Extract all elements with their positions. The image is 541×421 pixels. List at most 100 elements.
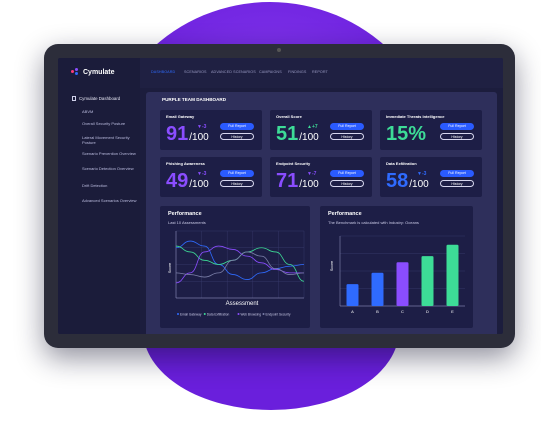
bar-chart: A B C D E Score xyxy=(329,235,465,314)
legend-swatch xyxy=(203,313,206,315)
score-suffix: /100 xyxy=(189,132,209,143)
trend-down-icon: ▼ xyxy=(197,171,202,177)
score-card-endpoint-security: Endpoint Security 71/100 ▼-7 Full Report… xyxy=(270,157,372,197)
trend-down-icon: ▼ xyxy=(417,171,422,177)
sidebar-item-abvm[interactable]: ABVM xyxy=(82,109,94,114)
score-card-data-exfiltration: Data Exfiltration 58/100 ▼-3 Full Report… xyxy=(380,157,482,197)
score-number: 71 xyxy=(276,170,299,192)
legend-label: Data Exfiltration xyxy=(207,312,230,316)
chart-subtitle: Last 10 Assessments xyxy=(168,220,206,225)
full-report-button[interactable]: Full Report xyxy=(330,123,364,130)
x-tick-label: B xyxy=(376,309,379,314)
score-value: 15% xyxy=(386,124,426,144)
sidebar-item-scenario-detection[interactable]: Scenario Detection Overview xyxy=(82,166,134,171)
score-delta: ▲+7 xyxy=(307,124,318,130)
sidebar-item-advanced-scenarios[interactable]: Advanced Scenarios Overview xyxy=(82,198,137,203)
logo-icon xyxy=(71,68,79,76)
tablet-frame: Cymulate Cymulate Dashboard ABVM Overall… xyxy=(44,44,515,348)
legend-swatch xyxy=(237,313,240,315)
score-number: 58 xyxy=(386,170,409,192)
y-axis-label: Score xyxy=(167,262,172,273)
score-suffix: /100 xyxy=(409,179,429,190)
sidebar-item-drift-detection[interactable]: Drift Detection xyxy=(82,183,108,188)
x-axis-label: Assessment xyxy=(226,301,259,307)
score-number: 49 xyxy=(166,170,189,192)
score-number: 15% xyxy=(386,123,427,145)
history-button[interactable]: History xyxy=(440,133,474,140)
legend-label: Endpoint Security xyxy=(266,312,291,316)
history-button[interactable]: History xyxy=(330,133,364,140)
card-title: Data Exfiltration xyxy=(386,161,417,166)
score-value: 51/100 xyxy=(276,124,319,144)
trend-down-icon: ▼ xyxy=(197,124,202,130)
score-value: 91/100 xyxy=(166,124,209,144)
full-report-button[interactable]: Full Report xyxy=(220,170,254,177)
full-report-button[interactable]: Full Report xyxy=(440,123,474,130)
series-line-endpoint-security xyxy=(175,251,305,278)
full-report-button[interactable]: Full Report xyxy=(220,123,254,130)
full-report-button[interactable]: Full Report xyxy=(440,170,474,177)
score-suffix: /100 xyxy=(189,179,209,190)
sidebar: Cymulate Cymulate Dashboard ABVM Overall… xyxy=(58,58,140,334)
score-suffix: /100 xyxy=(299,132,319,143)
legend-label: Web Browsing xyxy=(241,312,262,316)
x-tick-label: A xyxy=(351,309,354,314)
full-report-button[interactable]: Full Report xyxy=(330,170,364,177)
sidebar-item-lateral-movement[interactable]: Lateral Movement Security Posture xyxy=(82,135,130,145)
score-value: 71/100 xyxy=(276,171,319,191)
tab-findings[interactable]: FINDINGS xyxy=(288,70,307,74)
bar-chart-card: Performance The Benchmark is calculated … xyxy=(320,206,473,328)
chart-title: Performance xyxy=(168,211,202,217)
history-button[interactable]: History xyxy=(440,180,474,187)
tab-dashboard[interactable]: DASHBOARD xyxy=(151,70,176,74)
history-button[interactable]: History xyxy=(330,180,364,187)
trend-down-icon: ▼ xyxy=(307,171,312,177)
x-tick-label: C xyxy=(401,309,404,314)
card-title: Immediate Threats Intelligence xyxy=(386,114,445,119)
card-title: Phishing Awareness xyxy=(166,161,205,166)
score-card-overall-score: Overall Score 51/100 ▲+7 Full Report His… xyxy=(270,110,372,150)
legend-swatch xyxy=(262,313,265,315)
tab-advanced-scenarios[interactable]: ADVANCED SCENARIOS xyxy=(211,70,256,74)
logo-text: Cymulate xyxy=(83,68,115,76)
sidebar-item-overall-security-posture[interactable]: Overall Security Posture xyxy=(82,121,126,126)
series-line-data-exfiltration xyxy=(175,245,305,282)
chart-title: Performance xyxy=(328,211,362,217)
score-value: 58/100 xyxy=(386,171,429,191)
main-panel: PURPLE TEAM DASHBOARD Email Gateway 91/1… xyxy=(146,92,497,334)
page-title: PURPLE TEAM DASHBOARD xyxy=(162,97,227,102)
logo[interactable]: Cymulate xyxy=(71,68,115,76)
score-delta: ▼-3 xyxy=(197,171,207,177)
tab-scenarios[interactable]: SCENARIOS xyxy=(184,70,207,74)
legend-swatch xyxy=(177,313,179,315)
bar-d xyxy=(421,256,434,306)
score-delta: ▼-3 xyxy=(417,171,427,177)
card-title: Email Gateway xyxy=(166,114,195,119)
x-tick-label: D xyxy=(426,309,429,314)
x-tick-label: E xyxy=(451,309,454,314)
score-delta: ▼-7 xyxy=(307,171,317,177)
card-title: Overall Score xyxy=(276,114,302,119)
top-nav: DASHBOARD SCENARIOS ADVANCED SCENARIOS C… xyxy=(140,58,503,88)
sidebar-item-scenario-prevention[interactable]: Scenario Prevention Overview xyxy=(82,151,136,156)
score-number: 51 xyxy=(276,123,299,145)
sidebar-header[interactable]: Cymulate Dashboard xyxy=(72,96,120,101)
history-button[interactable]: History xyxy=(220,133,254,140)
series-line-email-gateway xyxy=(175,240,305,280)
score-suffix: /100 xyxy=(299,179,319,190)
score-card-email-gateway: Email Gateway 91/100 ▼-3 Full Report His… xyxy=(160,110,262,150)
score-delta: ▼-3 xyxy=(197,124,207,130)
bar-a xyxy=(346,284,359,306)
camera-dot xyxy=(277,48,281,52)
tab-campaigns[interactable]: CAMPAIGNS xyxy=(259,70,282,74)
score-card-phishing-awareness: Phishing Awareness 49/100 ▼-3 Full Repor… xyxy=(160,157,262,197)
score-value: 49/100 xyxy=(166,171,209,191)
score-card-immediate-threats: Immediate Threats Intelligence 15% Full … xyxy=(380,110,482,150)
bar-e xyxy=(446,244,459,306)
legend-label: Email Gateway xyxy=(180,312,202,316)
y-axis-label: Score xyxy=(329,260,334,271)
history-button[interactable]: History xyxy=(220,180,254,187)
bar-b xyxy=(371,272,384,306)
tab-report[interactable]: REPORT xyxy=(312,70,328,74)
sidebar-header-label: Cymulate Dashboard xyxy=(79,96,121,101)
